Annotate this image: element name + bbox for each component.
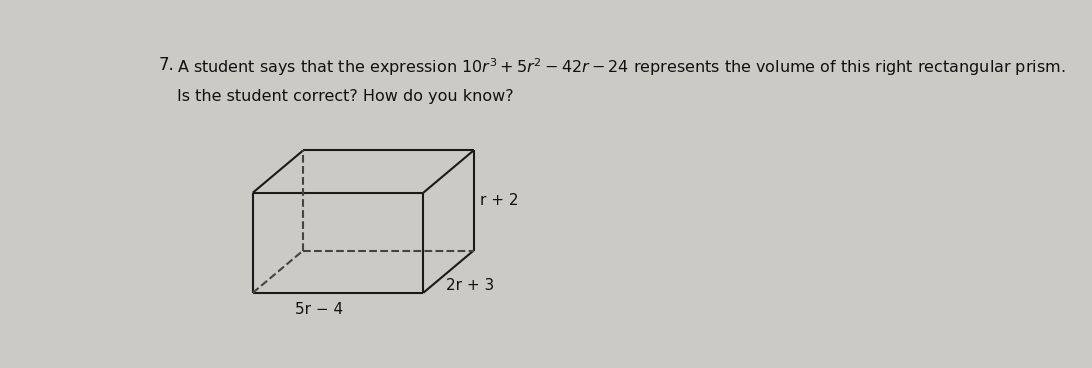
Text: 5r − 4: 5r − 4	[295, 302, 344, 317]
Text: 2r + 3: 2r + 3	[446, 278, 495, 293]
Text: Is the student correct? How do you know?: Is the student correct? How do you know?	[177, 89, 513, 104]
Text: r + 2: r + 2	[479, 193, 519, 208]
Text: 7.: 7.	[158, 56, 174, 74]
Text: A student says that the expression $10r^3+5r^2-42r-24$ represents the volume of : A student says that the expression $10r^…	[177, 56, 1066, 78]
